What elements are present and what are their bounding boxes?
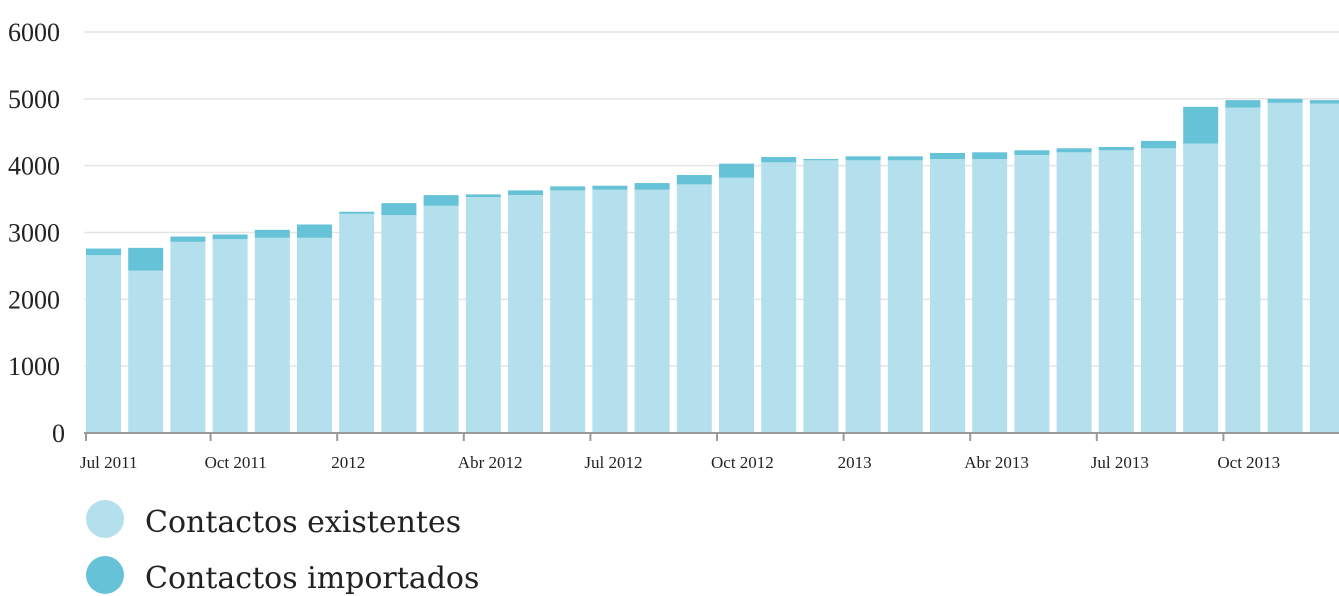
bar-existentes[interactable] [297,237,332,433]
bar-existentes[interactable] [128,270,164,433]
bar-importados[interactable] [170,236,206,242]
bar-importados[interactable] [592,185,628,190]
bar-importados[interactable] [339,211,375,214]
bar-importados[interactable] [381,203,417,216]
bar-importados[interactable] [761,156,797,163]
y-axis-ticks: 0 1000 2000 3000 4000 5000 6000 [8,18,65,448]
bar-importados[interactable] [887,156,923,161]
bar-importados[interactable] [465,194,501,198]
bar-importados[interactable] [676,175,712,185]
bar-existentes[interactable] [761,162,797,433]
bar-existentes[interactable] [887,160,923,433]
bar-existentes[interactable] [1098,150,1134,434]
y-tick-label: 5000 [8,85,60,114]
bar-existentes[interactable] [1267,102,1303,434]
bar-existentes[interactable] [1183,143,1219,433]
legend-label-importados: Contactos importados [145,561,479,596]
bar-importados[interactable] [86,248,121,256]
legend-item-existentes[interactable]: Contactos existentes [86,500,461,540]
bar-importados[interactable] [1267,98,1303,103]
bar-existentes[interactable] [972,158,1008,433]
x-tick-label: Abr 2013 [964,453,1029,472]
y-tick-label: 6000 [8,18,60,47]
bar-existentes[interactable] [212,239,248,433]
bar-importados[interactable] [634,183,670,190]
bar-existentes[interactable] [1225,107,1261,433]
bar-existentes[interactable] [803,160,839,433]
bar-existentes[interactable] [930,158,965,433]
x-tick-label: Abr 2012 [458,453,523,472]
legend-label-existentes: Contactos existentes [145,505,461,540]
legend-item-importados[interactable]: Contactos importados [86,556,479,596]
bar-importados[interactable] [845,156,881,161]
bar-importados[interactable] [972,152,1008,159]
bar-existentes[interactable] [465,197,501,433]
legend: Contactos existentes Contactos importado… [86,500,479,596]
bar-importados[interactable] [1225,100,1261,108]
x-tick-label: Jul 2013 [1091,453,1149,472]
bar-existentes[interactable] [170,241,206,433]
y-tick-label: 2000 [8,285,60,314]
bar-importados[interactable] [254,229,290,238]
y-tick-label: 1000 [8,352,60,381]
bar-existentes[interactable] [508,195,543,433]
bar-existentes[interactable] [845,160,881,433]
bar-existentes[interactable] [86,255,121,433]
bar-existentes[interactable] [1056,152,1092,434]
bar-existentes[interactable] [550,190,586,433]
bar-importados[interactable] [1183,106,1219,144]
x-axis-ticks: Jul 2011 Oct 2011 2012 Abr 2012 Jul 2012 Oct … [80,433,1280,472]
y-tick-label: 3000 [8,219,60,248]
x-tick-label: Oct 2011 [205,453,267,472]
bar-existentes[interactable] [423,205,459,433]
bar-existentes[interactable] [254,237,290,433]
bar-existentes[interactable] [1309,103,1339,434]
bar-importados[interactable] [128,247,164,271]
x-tick-label: 2013 [838,453,872,472]
bar-existentes[interactable] [676,184,712,433]
bar-existentes[interactable] [634,189,670,433]
bar-importados[interactable] [550,186,586,191]
bar-importados[interactable] [719,163,754,178]
y-tick-label: 4000 [8,152,60,181]
bar-existentes[interactable] [381,215,417,433]
legend-swatch-importados [86,556,124,594]
bar-existentes[interactable] [592,189,628,433]
bar-importados[interactable] [297,224,332,238]
bar-importados[interactable] [803,158,839,161]
x-tick-label: Oct 2013 [1217,453,1280,472]
x-tick-label: Oct 2012 [711,453,774,472]
bar-importados[interactable] [508,190,543,196]
bar-existentes[interactable] [719,177,754,433]
x-tick-label: Jul 2011 [80,453,137,472]
bar-importados[interactable] [1309,100,1339,104]
bar-existentes[interactable] [1141,148,1176,434]
bar-importados[interactable] [1141,140,1176,149]
bar-existentes[interactable] [339,213,375,433]
y-tick-label: 0 [52,419,65,448]
bar-importados[interactable] [212,234,248,240]
bar-importados[interactable] [1056,148,1092,153]
bar-importados[interactable] [423,195,459,206]
bars [86,98,1339,434]
legend-swatch-existentes [86,500,124,538]
x-tick-label: 2012 [331,453,365,472]
bar-existentes[interactable] [1014,154,1050,433]
x-tick-label: Jul 2012 [584,453,642,472]
bar-importados[interactable] [1014,150,1050,155]
bar-importados[interactable] [1098,146,1134,151]
bar-importados[interactable] [930,152,965,159]
